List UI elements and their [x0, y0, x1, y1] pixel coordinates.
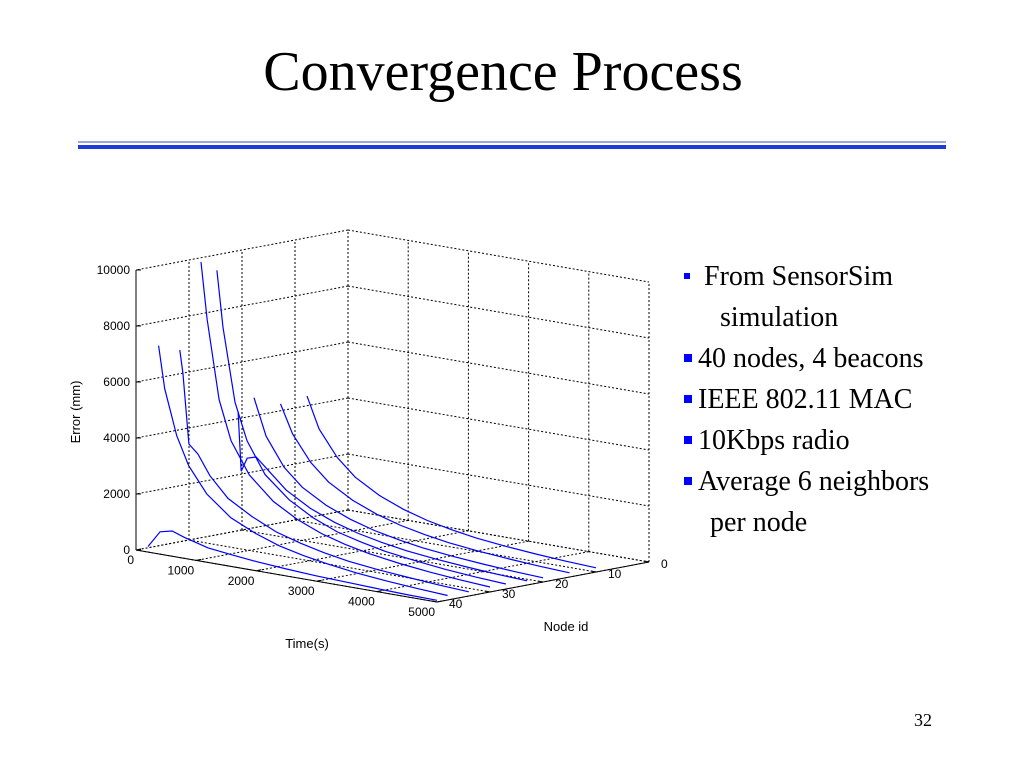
title-rule-thick	[78, 145, 946, 149]
bullet-item: IEEE 802.11 MAC	[684, 379, 1014, 420]
x-tick-label: 3000	[288, 584, 315, 598]
bullet-text: IEEE 802.11 MAC	[698, 384, 913, 415]
back-wall-gridline	[347, 229, 650, 283]
series-line-node-20	[253, 397, 544, 579]
series-line-node-23	[237, 411, 528, 582]
bullet-square-icon	[684, 394, 692, 403]
z-axis-label: Error (mm)	[68, 381, 83, 444]
bullet-item: 10Kbps radio	[684, 420, 1014, 461]
chart-tick-labels: 0 1000 2000 3000 4000 5000 0 10 20 30 40 0 2000 4000 6…	[97, 263, 668, 619]
page-number: 32	[914, 710, 932, 730]
bullet-text: 40 nodes, 4 beacons	[698, 343, 924, 374]
bullet-square-icon	[684, 353, 692, 362]
x-tick-label: 5000	[408, 605, 435, 619]
y-tick-label: 30	[502, 587, 516, 601]
back-wall-gridline	[347, 397, 650, 451]
bullet-item: 40 nodes, 4 beacons	[684, 338, 1014, 379]
x-tick-mark	[196, 558, 202, 561]
series-line-node-40	[147, 530, 438, 601]
chart-axes	[135, 269, 650, 603]
bullet-square-icon	[684, 435, 692, 444]
chart-series	[147, 262, 597, 601]
z-tick-label: 8000	[103, 319, 130, 333]
series-line-node-38	[158, 345, 448, 597]
bullet-item: From SensorSim simulation	[684, 256, 1014, 338]
z-tick-label: 0	[123, 543, 130, 557]
x-tick-mark	[316, 579, 322, 582]
y-tick-mark	[590, 570, 597, 573]
x-axis-label: Time(s)	[285, 636, 329, 651]
floor-gridline	[294, 519, 597, 573]
x-tick-label: 4000	[348, 595, 375, 609]
z-tick-label: 6000	[103, 375, 130, 389]
y-tick-label: 0	[661, 557, 668, 571]
bullet-item: Average 6 neighbors per node	[684, 461, 1014, 543]
y-axis-label: Node id	[544, 619, 589, 634]
bullet-text: From SensorSim	[704, 261, 894, 292]
z-tick-label: 10000	[97, 263, 131, 277]
series-line-node-15	[279, 403, 570, 574]
bullet-text: 10Kbps radio	[698, 425, 850, 456]
y-tick-label: 40	[449, 597, 463, 611]
y-tick-mark	[484, 590, 491, 593]
z-tick-label: 4000	[103, 431, 130, 445]
back-wall-gridline	[347, 285, 650, 339]
y-tick-mark	[537, 580, 544, 583]
floor-gridline	[188, 539, 491, 593]
z-tick-label: 2000	[103, 487, 130, 501]
y-tick-mark	[643, 560, 650, 563]
series-line-node-30	[200, 262, 491, 588]
series-line-node-27	[216, 270, 507, 585]
back-wall-gridline	[347, 341, 650, 395]
x-tick-label: 1000	[167, 563, 194, 577]
x-tick-mark	[436, 600, 443, 603]
series-line-node-10	[306, 395, 597, 569]
y-tick-mark	[431, 600, 438, 603]
bullet-text: Average 6 neighbors	[698, 466, 930, 497]
y-tick-label: 20	[555, 577, 569, 591]
bullet-list: From SensorSim simulation 40 nodes, 4 be…	[684, 256, 1014, 543]
floor-gridline	[241, 529, 544, 583]
x-tick-mark	[376, 590, 382, 593]
back-wall-gridline	[347, 509, 650, 563]
y-tick-label: 10	[608, 567, 622, 581]
bullet-square-icon	[684, 272, 690, 279]
x-tick-label: 0	[127, 553, 134, 567]
bullet-text-continued: simulation	[720, 302, 839, 333]
slide-title: Convergence Process	[263, 41, 743, 103]
x-tick-mark	[256, 569, 262, 572]
title-rule-thin	[78, 141, 946, 143]
x-axis-line	[135, 549, 438, 603]
bullet-text-continued: per node	[710, 507, 808, 538]
x-tick-label: 2000	[228, 574, 255, 588]
bullet-square-icon	[684, 476, 692, 485]
back-wall-gridline	[347, 453, 650, 507]
series-line-node-34	[179, 350, 469, 593]
